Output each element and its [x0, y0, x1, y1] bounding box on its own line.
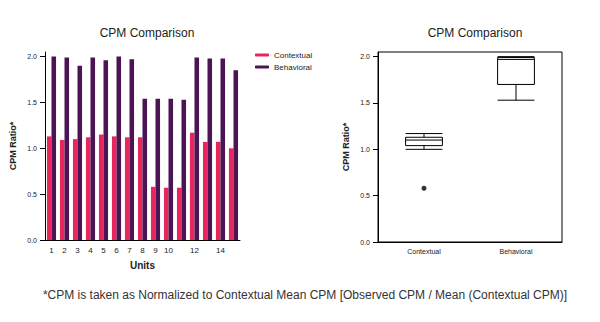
- svg-text:Behavioral: Behavioral: [499, 248, 533, 255]
- svg-text:6: 6: [114, 246, 119, 255]
- svg-text:1.0: 1.0: [27, 145, 37, 152]
- svg-text:CPM Ratio*: CPM Ratio*: [341, 122, 351, 171]
- svg-text:1.5: 1.5: [360, 99, 370, 106]
- svg-text:2.0: 2.0: [27, 53, 37, 60]
- svg-text:10: 10: [164, 246, 173, 255]
- svg-text:0.5: 0.5: [360, 192, 370, 199]
- svg-text:5: 5: [101, 246, 106, 255]
- svg-text:2: 2: [62, 246, 67, 255]
- svg-text:0.5: 0.5: [27, 191, 37, 198]
- svg-text:1: 1: [49, 246, 54, 255]
- svg-text:Behavioral: Behavioral: [274, 63, 312, 72]
- svg-text:7: 7: [127, 246, 132, 255]
- svg-text:Contextual: Contextual: [407, 248, 441, 255]
- svg-text:0.0: 0.0: [27, 237, 37, 244]
- svg-text:0.0: 0.0: [360, 239, 370, 246]
- svg-text:*CPM is taken as Normalized to: *CPM is taken as Normalized to Contextua…: [43, 288, 567, 302]
- svg-text:2.0: 2.0: [360, 53, 370, 60]
- svg-text:4: 4: [88, 246, 93, 255]
- svg-text:Contextual: Contextual: [274, 51, 312, 60]
- svg-text:12: 12: [190, 246, 199, 255]
- svg-text:CPM Comparison: CPM Comparison: [428, 26, 523, 40]
- svg-text:1.0: 1.0: [360, 146, 370, 153]
- svg-text:14: 14: [216, 246, 225, 255]
- svg-text:1.5: 1.5: [27, 99, 37, 106]
- svg-text:CPM Ratio*: CPM Ratio*: [8, 121, 18, 170]
- svg-text:Units: Units: [130, 260, 155, 271]
- svg-text:3: 3: [75, 246, 80, 255]
- svg-text:8: 8: [140, 246, 145, 255]
- svg-text:CPM Comparison: CPM Comparison: [100, 26, 195, 40]
- svg-text:9: 9: [153, 246, 158, 255]
